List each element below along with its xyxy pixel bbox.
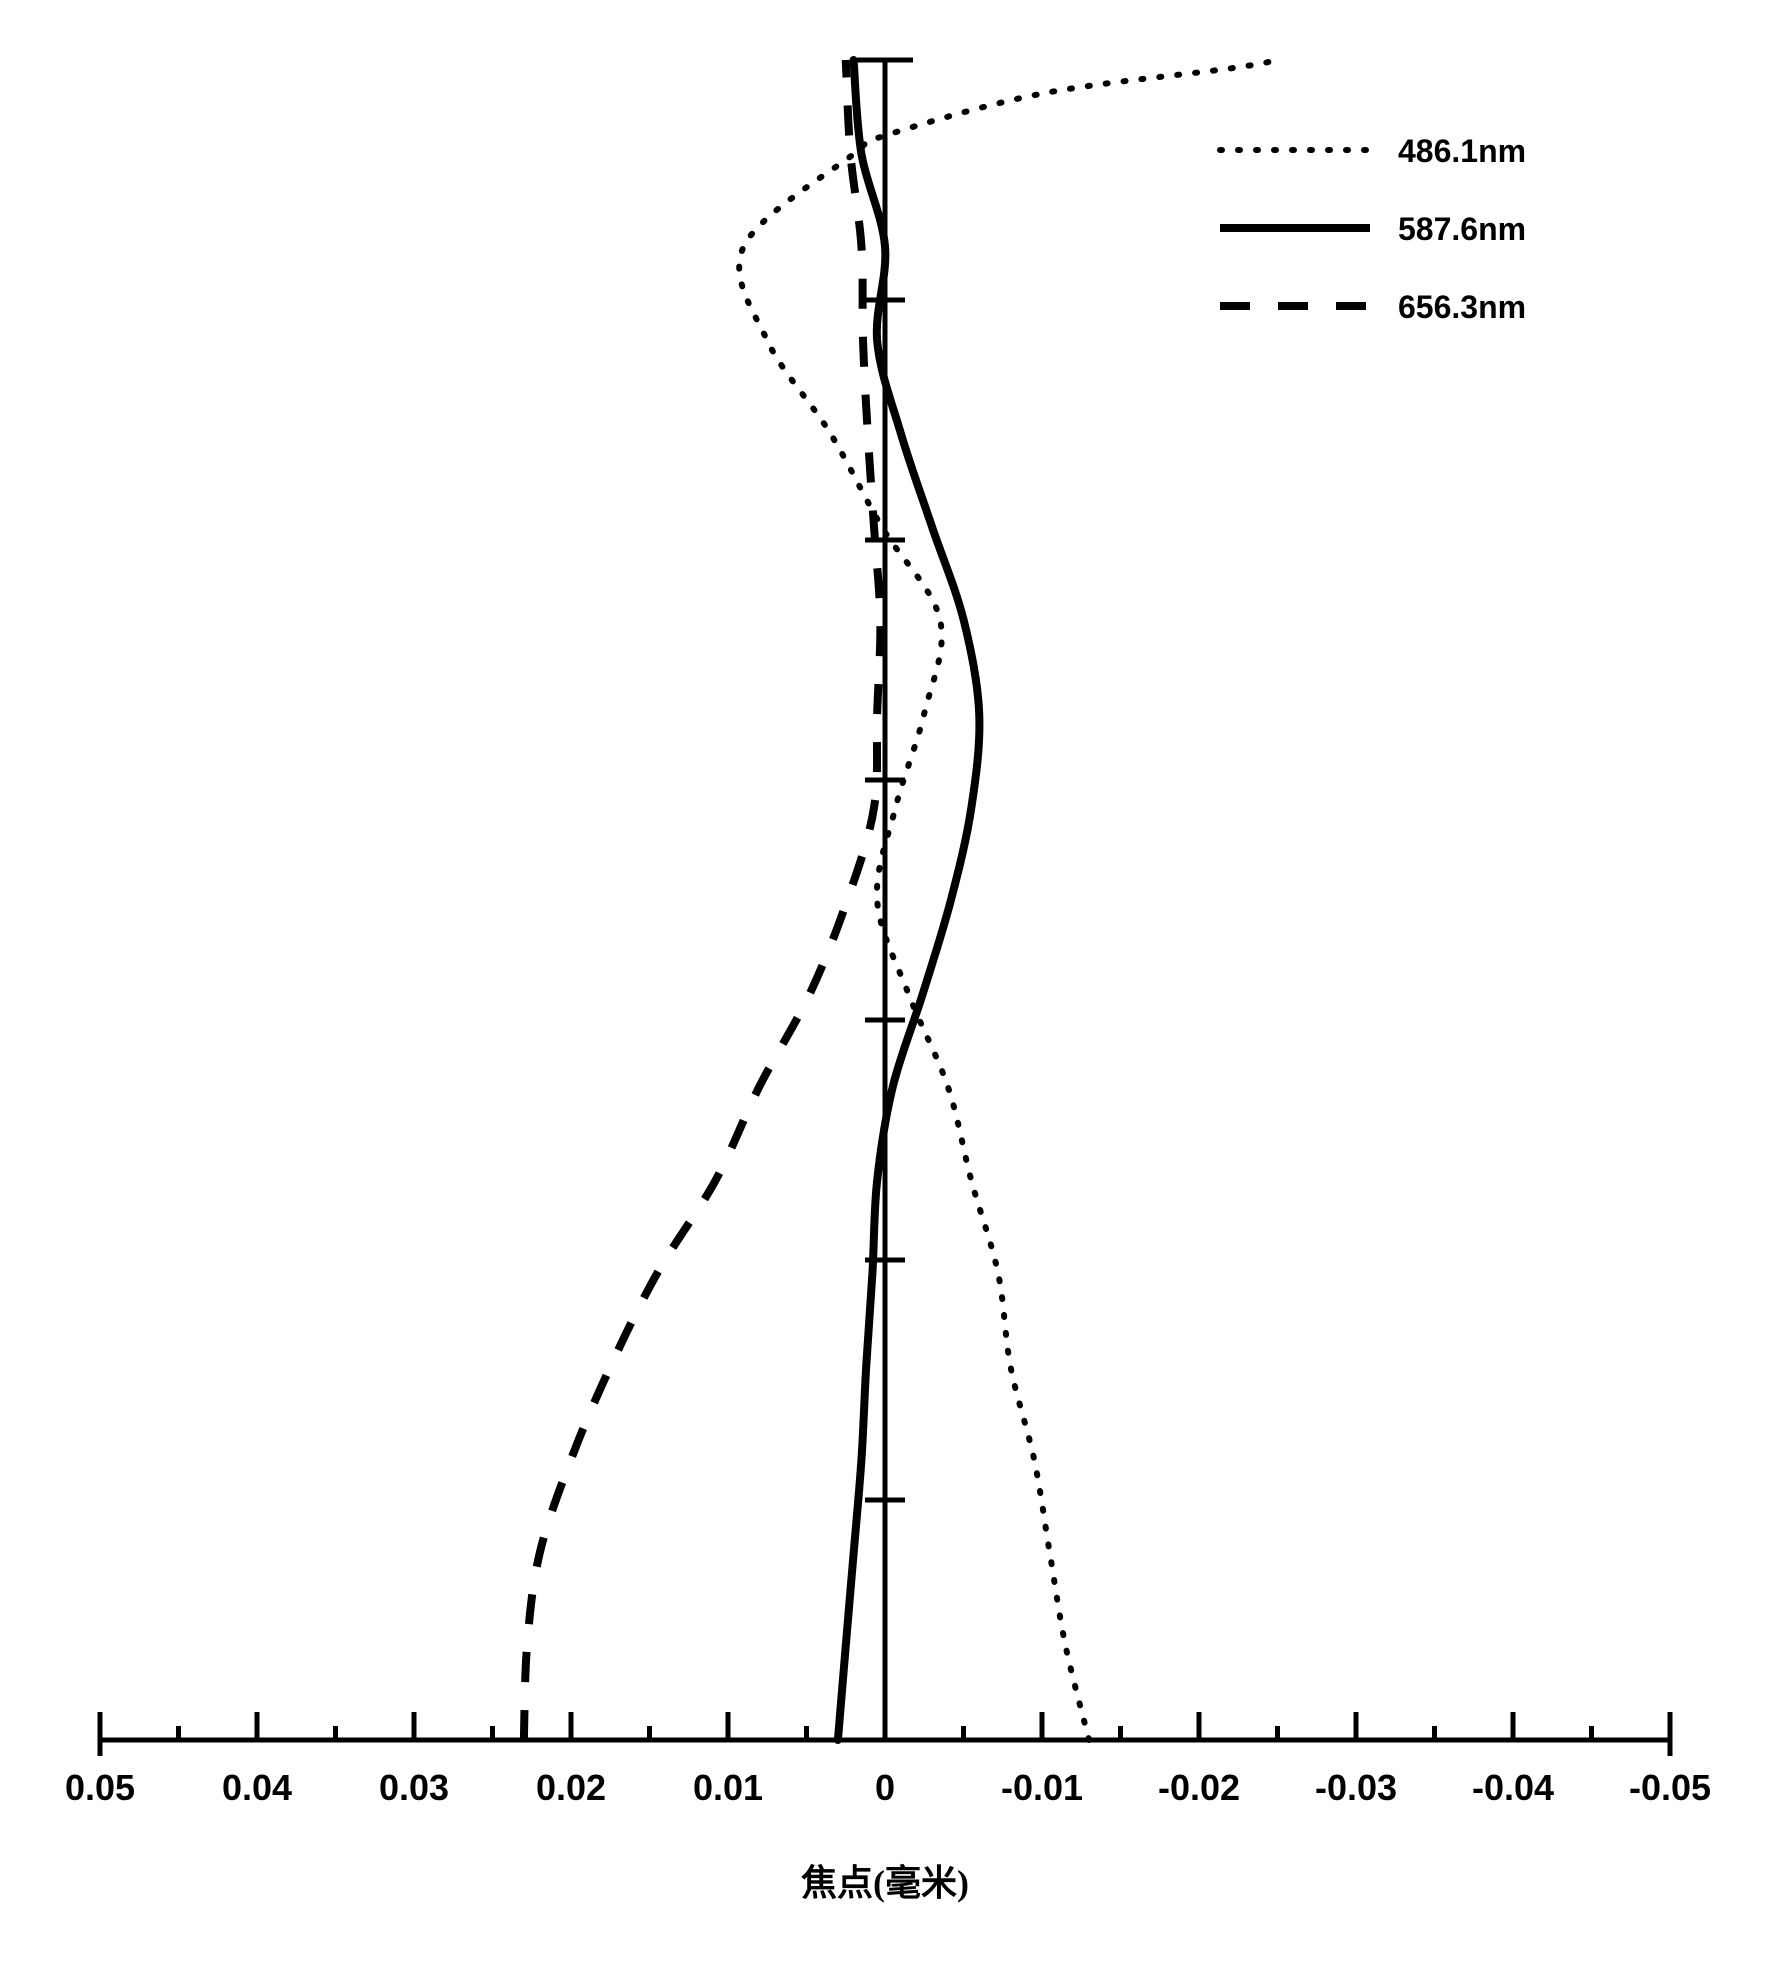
x-tick-label: 0.02 [536,1767,606,1808]
x-axis-label: 焦点(毫米) [801,1863,969,1903]
legend-label: 656.3nm [1398,289,1526,325]
x-tick-label: -0.01 [1001,1767,1083,1808]
x-tick-label: 0.01 [693,1767,763,1808]
series-656.3nm [524,60,880,1740]
x-tick-label: -0.05 [1629,1767,1711,1808]
x-tick-label: 0.04 [222,1767,292,1808]
x-tick-label: 0.03 [379,1767,449,1808]
series-486.1nm [739,60,1277,1740]
legend-label: 587.6nm [1398,211,1526,247]
series-587.6nm [838,60,980,1740]
focal-shift-chart: 0.05 0.04 0.03 0.02 0.01 0 -0.01 -0.02 -0.03 -0.0… [40,40,1728,1936]
x-tick-label: -0.03 [1315,1767,1397,1808]
legend-label: 486.1nm [1398,133,1526,169]
x-tick-label: -0.02 [1158,1767,1240,1808]
x-tick-label: 0.05 [65,1767,135,1808]
chart-svg: 0.05 0.04 0.03 0.02 0.01 0 -0.01 -0.02 -0.03 -0.0… [40,40,1728,1936]
x-tick-label: -0.04 [1472,1767,1554,1808]
x-tick-label: 0 [875,1767,895,1808]
